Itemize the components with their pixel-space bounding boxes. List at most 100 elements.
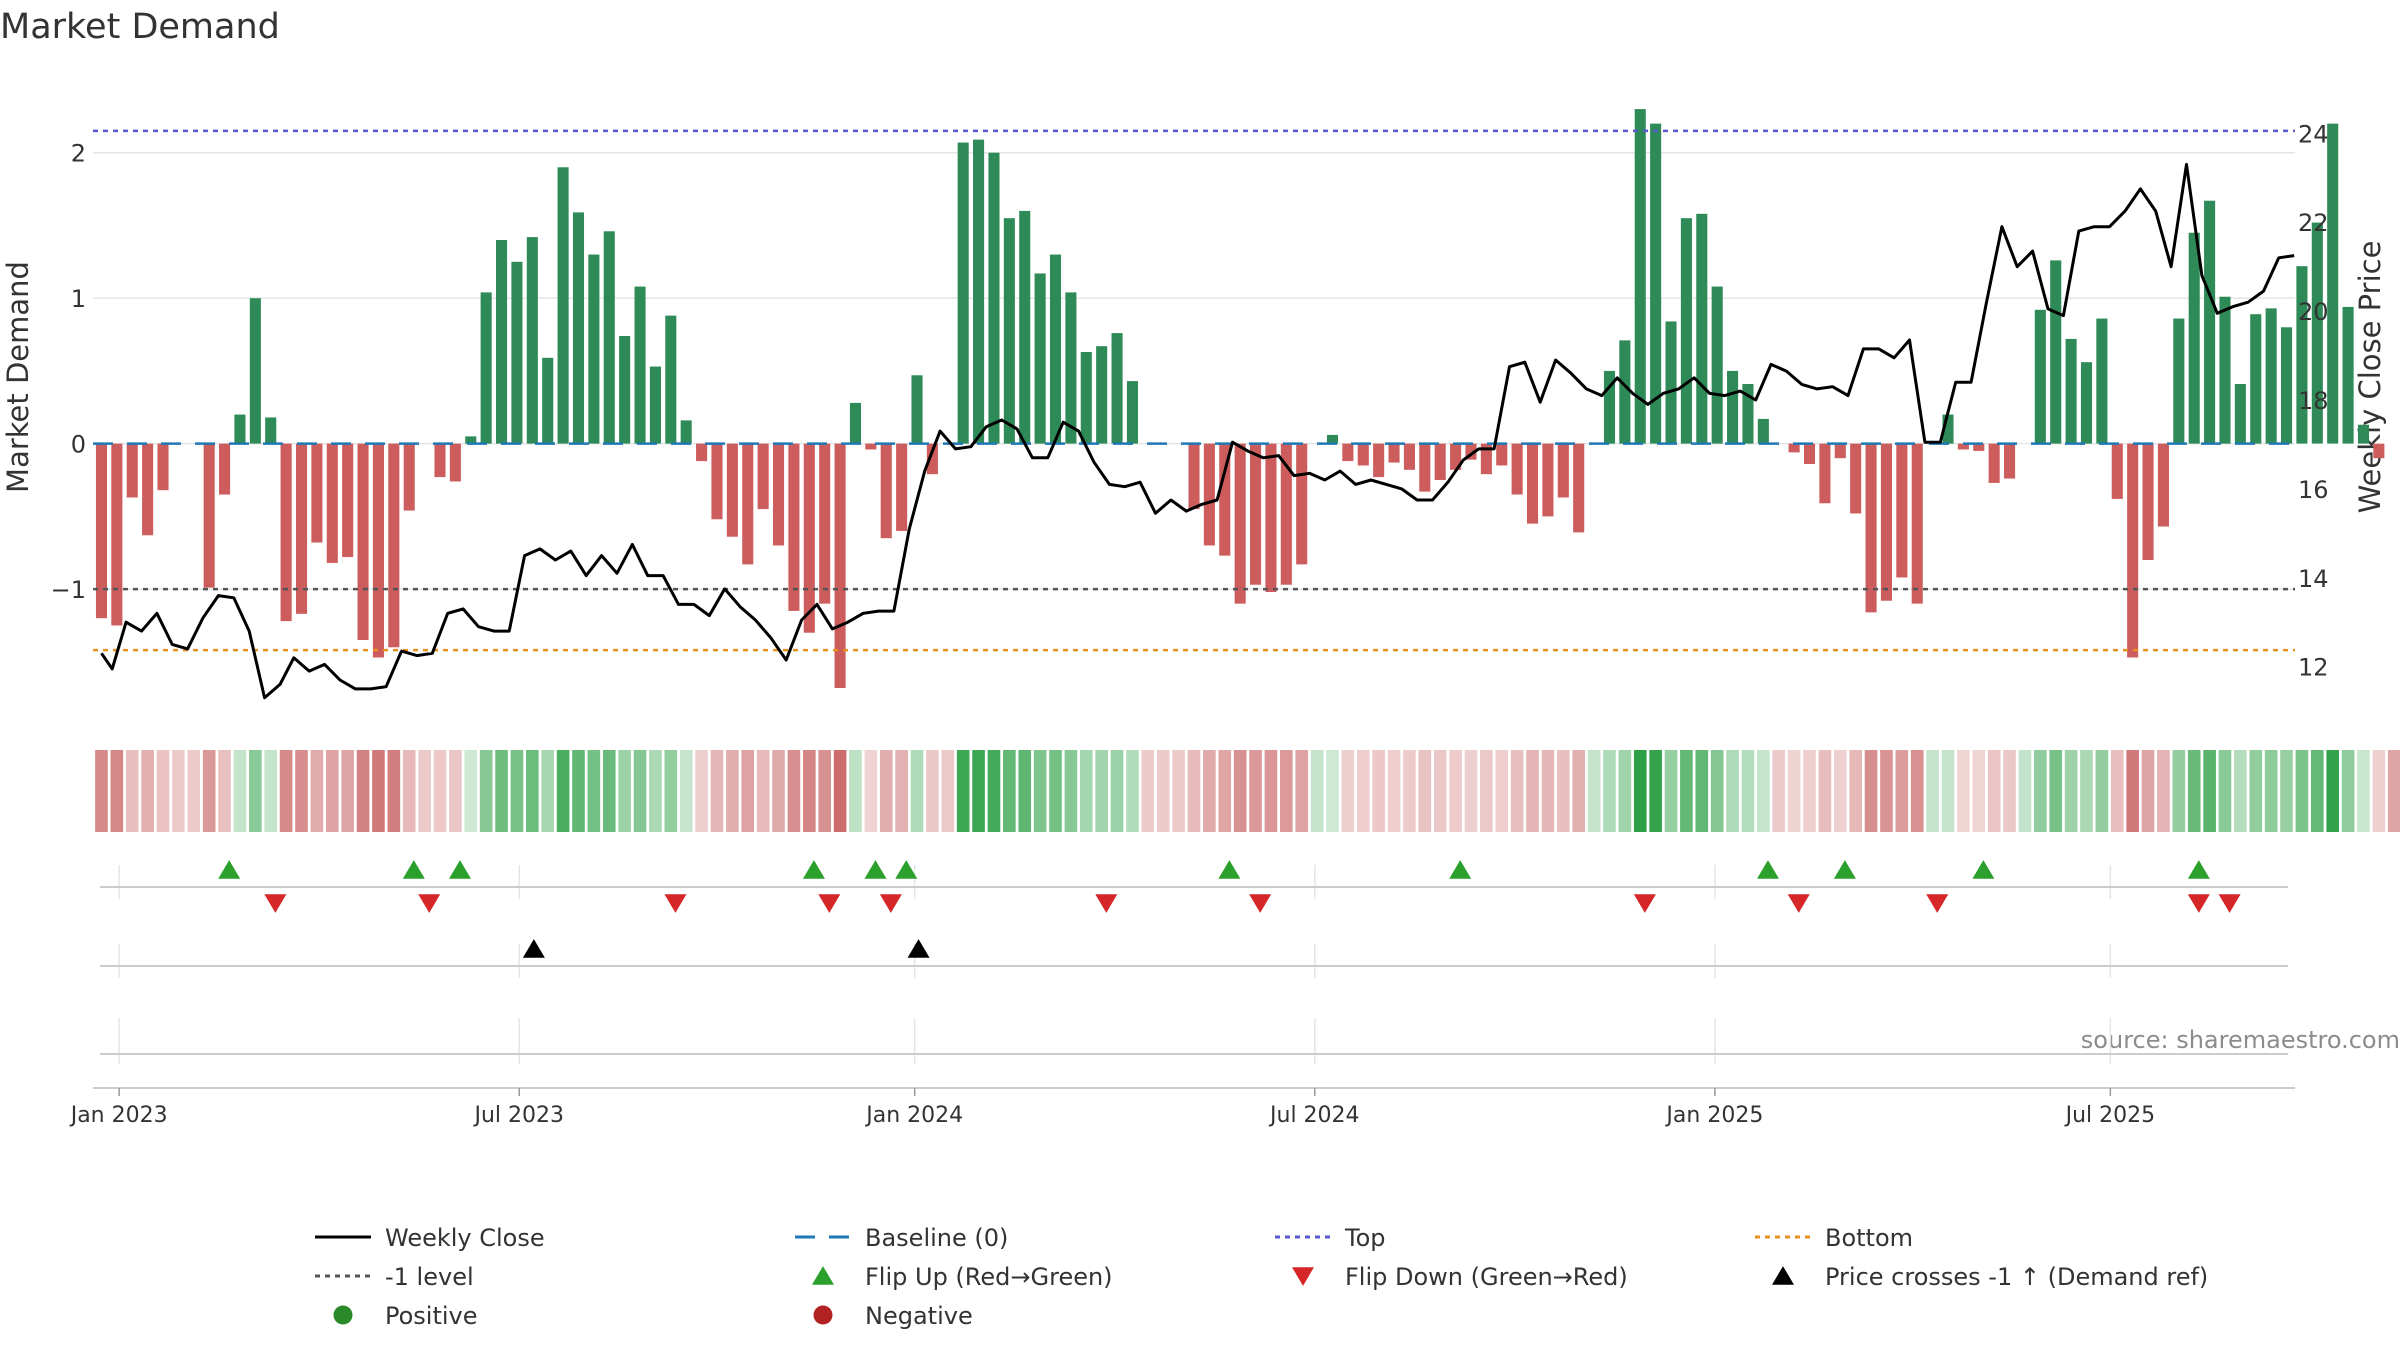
legend-swatch (813, 1305, 833, 1325)
positive-bar (557, 167, 569, 444)
heat-cell (756, 750, 770, 832)
heat-cell (1910, 750, 1924, 832)
negative-bar (1450, 443, 1462, 470)
negative-bar (742, 443, 754, 565)
flip-down-marker (818, 894, 841, 913)
heat-cell (2080, 750, 2093, 832)
heat-cell (526, 750, 539, 832)
positive-bar (542, 357, 554, 444)
negative-bar (1819, 443, 1831, 504)
legend-item: Flip Up (Red→Green) (812, 1263, 1113, 1291)
heat-cell (956, 750, 970, 832)
positive-bar (1049, 254, 1062, 444)
positive-bar (2034, 309, 2046, 444)
heat-cell (510, 750, 524, 832)
chart-title: Market Demand (0, 7, 280, 47)
negative-bar (1896, 443, 1908, 578)
heat-cell (772, 750, 785, 832)
heat-cell (172, 750, 185, 832)
heat-cell (1664, 750, 1678, 832)
negative-bar (1403, 443, 1415, 470)
positive-bar (1096, 346, 1108, 444)
negative-bar (1573, 443, 1585, 533)
heat-cell (1972, 750, 1986, 832)
heat-cell (1433, 750, 1447, 832)
heat-cell (879, 750, 893, 832)
heat-cell (1541, 750, 1555, 832)
heat-cell (618, 750, 631, 832)
negative-bar (1542, 443, 1554, 517)
heat-cell (479, 750, 493, 832)
heat-cell (1295, 750, 1309, 832)
negative-bar (1465, 443, 1477, 460)
heat-cell (1495, 750, 1509, 832)
heat-cell (1018, 750, 1032, 832)
heat-cell (1510, 750, 1524, 832)
x-tick-label: Jan 2025 (1664, 1103, 1763, 1128)
legend-label: -1 level (385, 1263, 474, 1291)
heat-cell (1003, 750, 1016, 832)
positive-bar (2065, 338, 2077, 444)
positive-bar (1111, 333, 1123, 444)
heat-cell (587, 750, 601, 832)
heat-cell (2357, 750, 2370, 832)
heat-cell (1726, 750, 1739, 832)
heat-cell (895, 750, 908, 832)
legend: Weekly Close Baseline (0) Top Bottom -1 leve… (315, 1224, 2208, 1330)
negative-bar (1419, 443, 1431, 492)
positive-bar (1757, 418, 1769, 444)
positive-bar (1711, 286, 1723, 444)
negative-bar (111, 443, 123, 626)
heat-cell (1049, 750, 1062, 832)
positive-bar (2080, 362, 2093, 444)
heat-cell (2187, 750, 2201, 832)
heat-cell (1587, 750, 1601, 832)
negative-bar (711, 443, 723, 520)
heat-cell (2126, 750, 2139, 832)
heat-cell (141, 750, 154, 832)
heat-cell (972, 750, 985, 832)
y2-tick-label: 18 (2298, 387, 2329, 415)
positive-bar (988, 152, 1000, 444)
y2-tick-label: 12 (2298, 654, 2329, 682)
negative-bar (434, 443, 446, 478)
negative-bar (1373, 443, 1385, 478)
negative-bar (449, 443, 461, 482)
heat-cell (649, 750, 662, 832)
negative-bar (372, 443, 384, 658)
negative-bar (219, 443, 231, 495)
negative-bar (1480, 443, 1492, 475)
legend-label: Flip Down (Green→Red) (1345, 1263, 1628, 1291)
legend-label: Negative (865, 1302, 973, 1330)
negative-bar (1973, 443, 1985, 451)
x-tick-label: Jan 2023 (69, 1103, 168, 1128)
heat-cell (2172, 750, 2186, 832)
heat-cell (2295, 750, 2309, 832)
positive-bar (1680, 218, 1692, 444)
heat-cell (1464, 750, 1478, 832)
heat-cell (1280, 750, 1293, 832)
positive-bar (1080, 352, 1092, 444)
heat-cell (1941, 750, 1955, 832)
heat-cell (1079, 750, 1093, 832)
flip-down-marker (2218, 894, 2241, 913)
heat-cell (2341, 750, 2355, 832)
positive-bar (465, 436, 477, 444)
positive-bar (1619, 340, 1631, 444)
legend-swatch (1772, 1266, 1794, 1285)
negative-bar (1388, 443, 1400, 463)
heat-cell (1987, 750, 2001, 832)
y-ticks: 2 1 0 −1 (51, 140, 86, 604)
positive-bar (2357, 424, 2370, 444)
negative-bar (2111, 443, 2123, 499)
heat-cell (679, 750, 693, 832)
negative-bar (1434, 443, 1446, 480)
legend-label: Baseline (0) (865, 1224, 1008, 1252)
positive-bar (911, 375, 923, 444)
flip-down-marker (1633, 894, 1656, 913)
negative-bar (788, 443, 800, 611)
negative-bar (1911, 443, 1923, 604)
x-ticks: Jan 2023 Jul 2023 Jan 2024 Jul 2024 Jan 2025… (69, 1088, 2155, 1128)
positive-bar (1065, 292, 1077, 444)
reference-lines (93, 129, 2295, 652)
